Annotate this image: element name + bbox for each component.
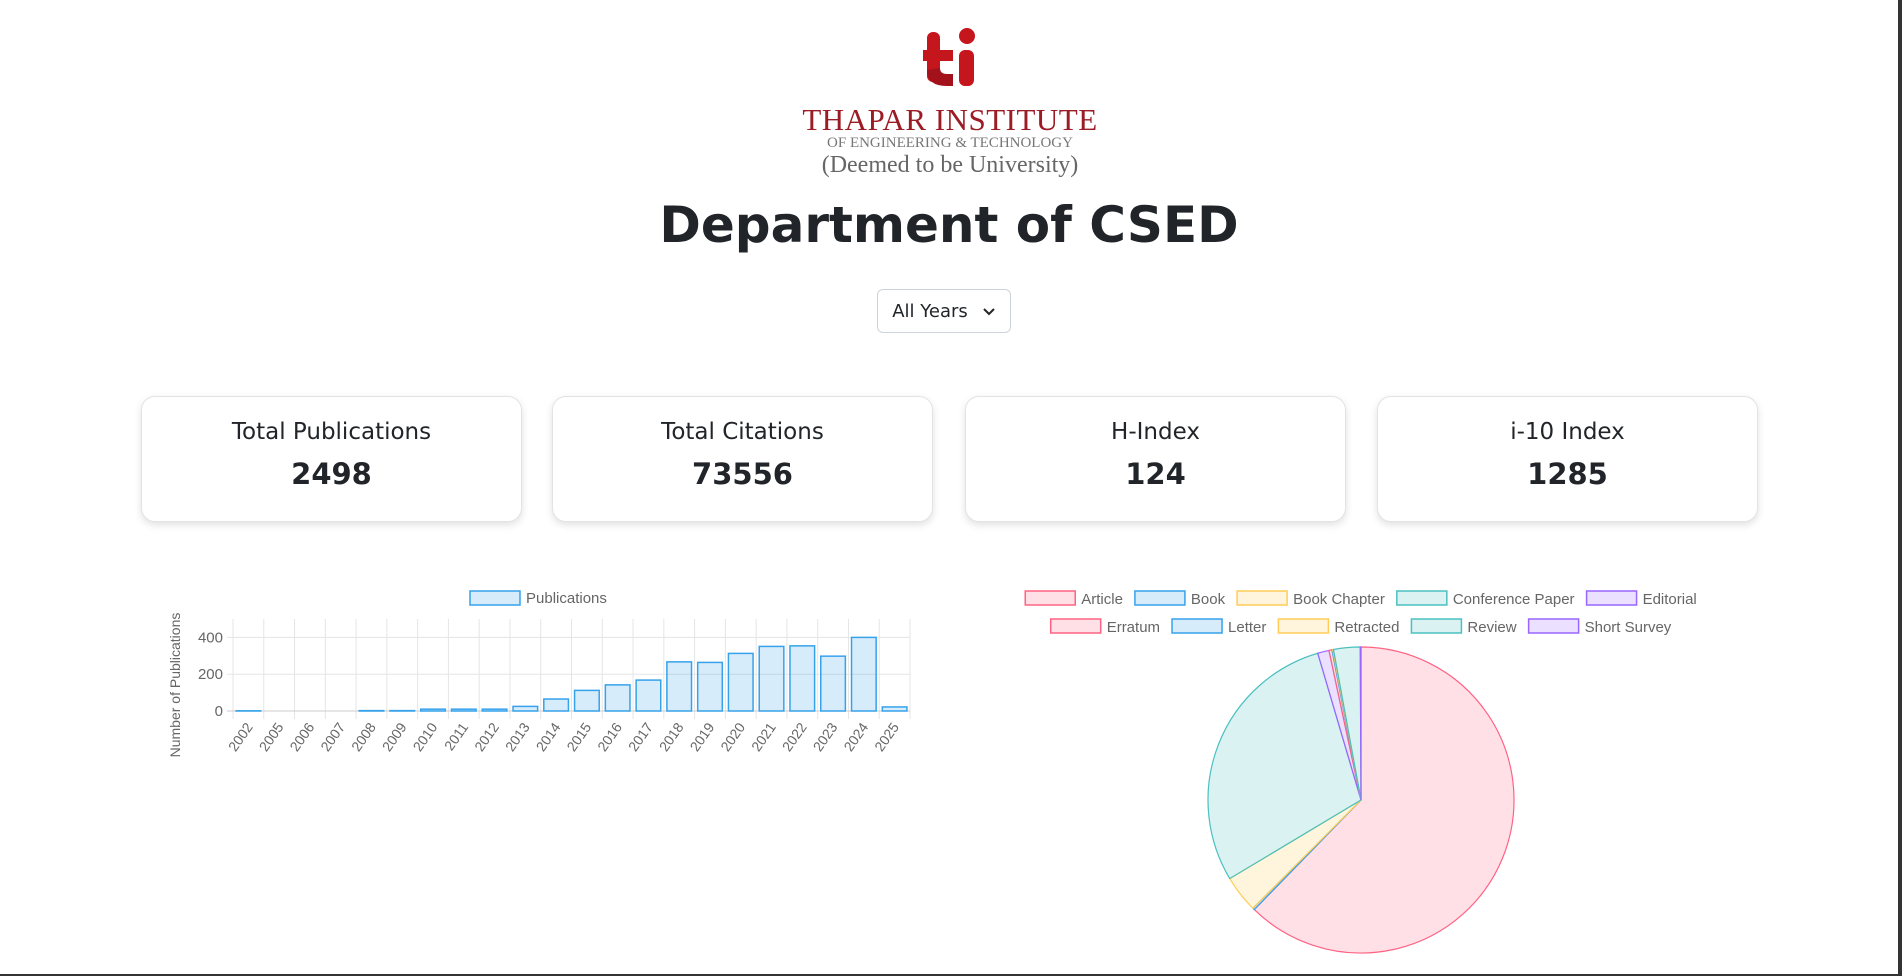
y-tick-label: 0 [215,703,223,720]
logo-subtitle: OF ENGINEERING & TECHNOLOGY [827,135,1073,151]
bar-2022 [789,645,816,712]
year-filter-value: All Years [892,300,968,322]
legend-label-editorial: Editorial [1643,591,1697,608]
stat-value: 73556 [692,457,793,491]
bar-2024 [850,636,877,712]
stat-label: H-Index [1111,419,1200,445]
x-tick-label: 2008 [348,719,379,754]
bar-2023 [820,655,847,712]
x-tick-label: 2005 [256,719,287,754]
stat-card-i10-index: i-10 Index 1285 [1377,396,1758,522]
legend-label-book: Book [1191,591,1226,608]
legend-swatch-retracted [1277,618,1330,634]
x-tick-label: 2014 [533,719,564,754]
ti-logo-mark [923,28,975,86]
x-tick-label: 2015 [563,719,594,754]
x-tick-label: 2017 [625,719,656,754]
legend-swatch-book [1134,590,1186,606]
bar-2019 [696,661,724,712]
legend-label-retracted: Retracted [1334,619,1399,636]
legend-swatch-erratum [1049,618,1102,634]
y-tick-label: 400 [198,629,223,646]
x-tick-label: 2018 [656,719,687,754]
stat-card-total-publications: Total Publications 2498 [141,396,522,522]
logo-name: THAPAR INSTITUTE [802,102,1098,137]
legend-label-erratum: Erratum [1107,619,1160,636]
legend-swatch-letter [1171,618,1223,634]
year-filter-select[interactable]: All Years [877,289,1011,333]
bar-2011 [450,708,477,712]
x-tick-label: 2024 [840,719,871,754]
x-tick-label: 2007 [317,719,348,754]
y-tick-label: 200 [198,666,223,683]
y-axis-title: Number of Publications [167,613,183,758]
bar-2014 [543,698,570,712]
x-tick-label: 2022 [779,719,810,754]
legend-label-book-chapter: Book Chapter [1293,591,1385,608]
institute-logo: THAPAR INSTITUTE OF ENGINEERING & TECHNO… [780,22,1120,182]
bar-2016 [604,684,631,712]
stat-value: 2498 [291,457,372,491]
x-tick-label: 2012 [471,719,502,754]
pie-slice-article [1253,646,1515,954]
legend-swatch-book-chapter [1236,590,1288,606]
stat-card-h-index: H-Index 124 [965,396,1346,522]
stat-label: Total Publications [231,419,432,445]
page-title: Department of CSED [659,196,1239,254]
x-tick-label: 2006 [286,719,317,754]
stat-label: i-10 Index [1510,419,1625,445]
bar-2021 [758,645,785,712]
stat-label: Total Citations [661,419,824,445]
x-tick-label: 2002 [225,719,256,754]
stat-value: 124 [1125,457,1186,491]
bar-2015 [573,689,600,712]
bar-2013 [512,705,539,712]
legend-swatch-short-survey [1527,618,1580,634]
pie-slice-short-survey [1359,646,1362,801]
x-tick-label: 2010 [410,719,441,754]
bar-2018 [666,661,693,712]
legend-swatch-review [1410,618,1463,634]
legend-label-conference-paper: Conference Paper [1453,591,1575,608]
legend-swatch-article [1024,590,1076,606]
x-tick-label: 2016 [594,719,625,754]
x-tick-label: 2013 [502,719,533,754]
legend-swatch-publications [469,590,521,606]
x-tick-label: 2021 [748,719,779,754]
x-tick-label: 2011 [441,719,471,753]
legend-label-publications: Publications [526,590,607,607]
legend-label-letter: Letter [1228,619,1266,636]
publications-bar-chart: Publications Number of Publications 0 200 40… [167,590,911,758]
bar-2012 [481,708,508,712]
pie-slice-conference-paper [1207,652,1362,880]
bar-2017 [635,679,662,712]
publication-type-pie-chart: Article Book Book Chapter Conference Paper E… [1024,590,1697,954]
bar-2025 [881,706,908,712]
legend-swatch-conference-paper [1396,590,1448,606]
stat-value: 1285 [1527,457,1608,491]
chevron-down-icon [983,308,995,316]
bar-2020 [727,652,754,712]
legend-swatch-editorial [1585,590,1638,606]
bar-2010 [419,708,447,712]
legend-label-short-survey: Short Survey [1585,619,1672,636]
x-tick-label: 2019 [686,719,717,754]
legend-label-review: Review [1467,619,1516,636]
x-tick-label: 2009 [379,719,410,754]
legend-label-article: Article [1081,591,1123,608]
x-tick-label: 2025 [871,719,902,754]
logo-tagline: (Deemed to be University) [821,152,1079,178]
x-tick-label: 2023 [810,719,841,754]
stat-card-total-citations: Total Citations 73556 [552,396,933,522]
x-tick-label: 2020 [717,719,748,754]
